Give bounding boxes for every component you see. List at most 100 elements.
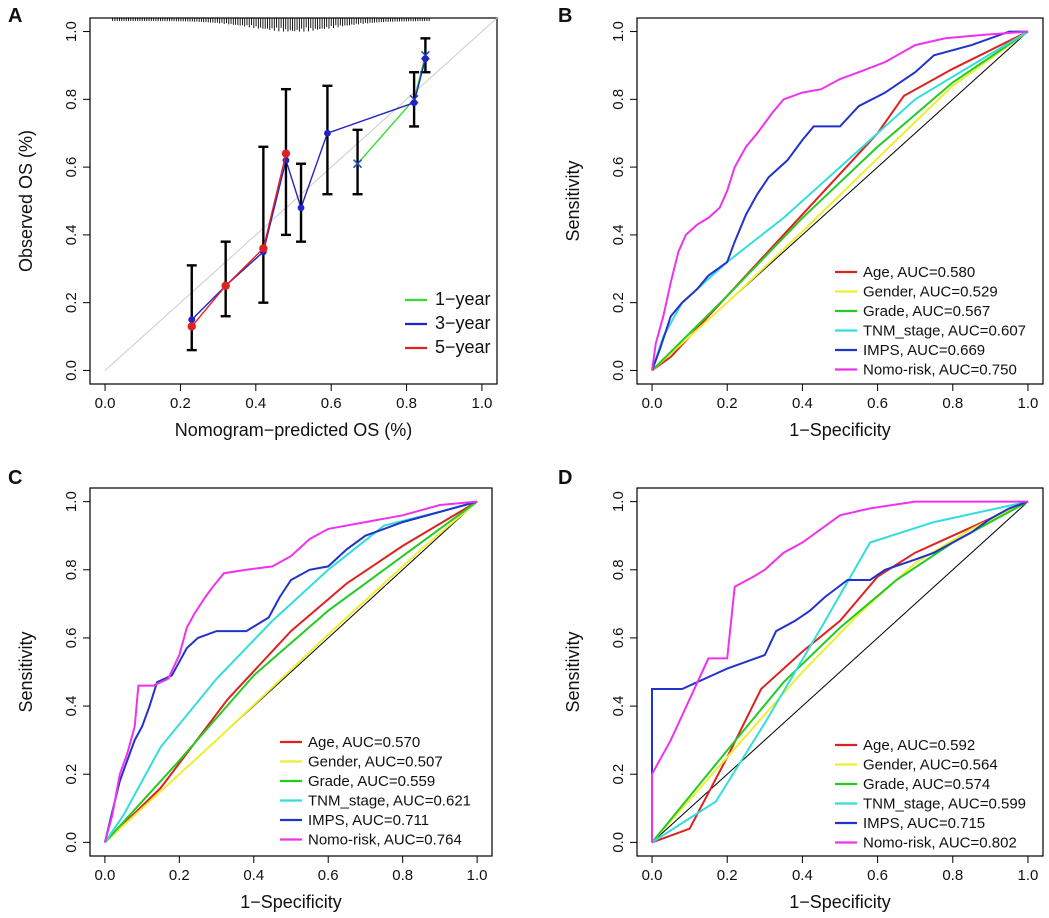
- x-tick-label: 0.8: [942, 867, 963, 884]
- series-line-grade: [104, 500, 478, 844]
- legend-label: 5−year: [435, 337, 491, 357]
- y-axis-title: Sensitivity: [16, 631, 36, 712]
- y-tick-label: 0.6: [63, 157, 80, 178]
- y-tick-label: 0.6: [610, 627, 627, 648]
- plot-frame: [636, 17, 1044, 385]
- y-tick-label: 0.8: [63, 89, 80, 110]
- legend-label: Grade, AUC=0.559: [308, 773, 435, 790]
- panel-letter-b: B: [558, 5, 572, 27]
- distribution-rug: [112, 18, 430, 32]
- x-tick-label: 0.4: [792, 867, 813, 884]
- series-line-nomo-risk: [651, 30, 1029, 371]
- legend-label: Age, AUC=0.592: [863, 737, 975, 754]
- y-tick-label: 0.0: [610, 832, 627, 853]
- legend-label: Gender, AUC=0.507: [308, 754, 443, 771]
- series-line-tnm-stage: [651, 500, 1029, 844]
- legend: Age, AUC=0.580 Gender, AUC=0.529 Grade, AU…: [835, 264, 1026, 379]
- series-line-imps: [651, 500, 1029, 843]
- x-tick-label: 0.0: [642, 395, 663, 412]
- y-tick-label: 0.2: [610, 292, 627, 313]
- legend-label: TNM_stage, AUC=0.621: [308, 793, 471, 810]
- x-tick-label: 0.6: [321, 395, 342, 412]
- x-tick-label: 0.8: [396, 395, 417, 412]
- series-line-age: [104, 500, 478, 844]
- legend-label: 1−year: [435, 289, 491, 309]
- x-tick-label: 0.6: [318, 867, 339, 884]
- x-tick-label: 0.4: [792, 395, 813, 412]
- x-tick-label: 0.4: [245, 395, 266, 412]
- data-point: [324, 129, 331, 137]
- x-tick-label: 0.2: [170, 395, 191, 412]
- y-tick-label: 0.4: [63, 696, 80, 717]
- y-tick-label: 1.0: [63, 21, 80, 42]
- x-axis-title: 1−Specificity: [789, 420, 891, 440]
- x-tick-label: 0.2: [717, 395, 738, 412]
- series-line-grade: [651, 30, 1029, 372]
- panel-c: 0.0 0.2 0.4 0.6 0.8 1.0 0.0 0.2 0.4 0.6 0.8 1.0 1−Sp…: [16, 487, 493, 912]
- data-point: [281, 149, 291, 158]
- y-tick-label: 0.0: [610, 360, 627, 381]
- x-tick-label: 0.0: [642, 867, 663, 884]
- panel-letter-c: C: [8, 467, 22, 489]
- x-tick-label: 0.6: [867, 867, 888, 884]
- x-tick-label: 1.0: [471, 395, 492, 412]
- y-axis-title: Sensitivity: [563, 160, 583, 241]
- y-tick-label: 1.0: [610, 491, 627, 512]
- series-line-nomo-risk: [103, 500, 478, 843]
- y-tick-label: 1.0: [63, 491, 80, 512]
- data-point: [187, 322, 196, 331]
- legend-label: Gender, AUC=0.564: [863, 757, 998, 774]
- x-tick-label: 0.0: [94, 867, 115, 884]
- y-tick-label: 0.0: [63, 360, 80, 381]
- plot-frame: [636, 487, 1044, 857]
- x-tick-label: 0.0: [95, 395, 116, 412]
- x-tick-label: 0.8: [392, 867, 413, 884]
- y-axis-title: Observed OS (%): [16, 130, 36, 272]
- legend-label: IMPS, AUC=0.669: [863, 342, 985, 359]
- y-tick-label: 0.2: [63, 764, 80, 785]
- series-line-nomo-risk: [651, 500, 1028, 843]
- reference-diagonal: [651, 501, 1029, 843]
- y-axis-title: Sensitivity: [563, 631, 583, 712]
- series-line-imps: [103, 500, 478, 843]
- legend-label: 3−year: [435, 313, 491, 333]
- legend-label: Grade, AUC=0.567: [863, 303, 990, 320]
- legend-label: TNM_stage, AUC=0.607: [863, 323, 1026, 340]
- legend-label: Gender, AUC=0.529: [863, 284, 998, 301]
- panel-d: 0.0 0.2 0.4 0.6 0.8 1.0 0.0 0.2 0.4 0.6 0.8 1.0 1−Sp…: [563, 487, 1044, 912]
- y-tick-label: 0.2: [63, 292, 80, 313]
- y-tick-label: 0.6: [63, 627, 80, 648]
- legend-label: Age, AUC=0.580: [863, 264, 975, 281]
- x-axis-title: 1−Specificity: [789, 892, 891, 912]
- y-tick-label: 0.2: [610, 764, 627, 785]
- series-line-tnm-stage: [651, 30, 1029, 371]
- panel-b: 0.0 0.2 0.4 0.6 0.8 1.0 0.0 0.2 0.4 0.6 0.8 1.0 1−Sp…: [563, 17, 1044, 440]
- legend-label: Age, AUC=0.570: [308, 734, 420, 751]
- legend: Age, AUC=0.592 Gender, AUC=0.564 Grade, AU…: [835, 737, 1026, 852]
- panel-a: 0.0 0.2 0.4 0.6 0.8 1.0 0.0 0.2 0.4 0.6 0.8 1.0 Nomo…: [16, 17, 498, 440]
- legend: 1−year 3−year 5−year: [405, 289, 491, 357]
- x-tick-label: 0.6: [867, 395, 888, 412]
- y-tick-label: 0.8: [610, 559, 627, 580]
- series-line-age: [651, 500, 1029, 844]
- y-tick-label: 1.0: [610, 21, 627, 42]
- legend-label: Grade, AUC=0.574: [863, 776, 990, 793]
- x-tick-label: 1.0: [1018, 395, 1039, 412]
- y-tick-label: 0.8: [610, 89, 627, 110]
- legend-label: IMPS, AUC=0.711: [308, 812, 429, 829]
- series-line-5-year: [191, 153, 287, 327]
- x-axis-title: 1−Specificity: [240, 892, 342, 912]
- x-tick-label: 0.8: [942, 395, 963, 412]
- x-tick-label: 1.0: [467, 867, 488, 884]
- data-point: [352, 159, 363, 169]
- y-tick-label: 0.4: [610, 224, 627, 245]
- legend-label: Nomo-risk, AUC=0.764: [308, 832, 462, 849]
- legend-label: TNM_stage, AUC=0.599: [863, 796, 1026, 813]
- data-point: [188, 316, 196, 324]
- data-point: [221, 281, 230, 290]
- series-line-gender: [651, 30, 1029, 372]
- y-tick-label: 0.4: [63, 224, 80, 245]
- x-tick-label: 0.4: [243, 867, 264, 884]
- series-line-imps: [651, 30, 1028, 371]
